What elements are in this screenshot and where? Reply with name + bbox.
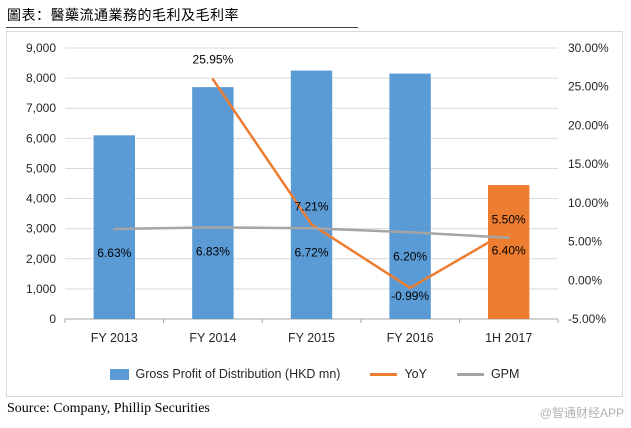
svg-text:25.95%: 25.95%: [193, 52, 234, 66]
legend-label-gpm: GPM: [490, 367, 520, 381]
chart-container: 0 1,000 2,000 3,000 4,000 5,000 6,000 7,000 8,00…: [6, 31, 623, 397]
legend-label-gross-profit: Gross Profit of Distribution (HKD mn): [135, 367, 341, 381]
legend-item-gross-profit: Gross Profit of Distribution (HKD mn): [109, 367, 341, 381]
svg-text:10.00%: 10.00%: [568, 196, 609, 210]
x-axis-category-labels: FY 2013 FY 2014 FY 2015 FY 2016 1H 2017: [91, 331, 533, 345]
svg-text:6.72%: 6.72%: [294, 245, 328, 259]
bar-series: [93, 70, 530, 319]
right-axis-labels: -5.00% 0.00% 5.00% 10.00% 15.00% 20.00% 25.00%…: [568, 41, 609, 326]
chart-legend: Gross Profit of Distribution (HKD mn) Yo…: [7, 354, 622, 394]
svg-text:FY 2014: FY 2014: [189, 331, 236, 345]
svg-text:5.00%: 5.00%: [568, 235, 602, 249]
svg-text:6.83%: 6.83%: [196, 244, 230, 258]
svg-text:-0.99%: -0.99%: [391, 289, 429, 303]
svg-text:30.00%: 30.00%: [568, 41, 609, 55]
legend-item-gpm: GPM: [456, 367, 520, 381]
svg-text:0: 0: [49, 312, 56, 326]
svg-text:2,000: 2,000: [26, 252, 56, 266]
svg-text:-5.00%: -5.00%: [568, 312, 606, 326]
svg-text:5,000: 5,000: [26, 161, 56, 175]
data-labels-yoy: 25.95% 7.21% -0.99% 6.40%: [193, 52, 526, 303]
svg-text:3,000: 3,000: [26, 222, 56, 236]
svg-text:8,000: 8,000: [26, 71, 56, 85]
svg-text:7.21%: 7.21%: [294, 199, 328, 213]
legend-item-yoy: YoY: [370, 367, 427, 381]
x-axis-ticks: [64, 319, 559, 323]
svg-text:0.00%: 0.00%: [568, 273, 602, 287]
svg-text:15.00%: 15.00%: [568, 157, 609, 171]
bar-fy-2015: [290, 70, 333, 319]
svg-text:6.63%: 6.63%: [97, 246, 131, 260]
combo-chart: 0 1,000 2,000 3,000 4,000 5,000 6,000 7,000 8,00…: [26, 41, 609, 345]
svg-text:4,000: 4,000: [26, 192, 56, 206]
svg-text:FY 2015: FY 2015: [288, 331, 335, 345]
legend-label-yoy: YoY: [404, 367, 427, 381]
bar-fy-2014: [192, 87, 234, 319]
svg-text:9,000: 9,000: [26, 41, 56, 55]
bar-1h-2017: [487, 185, 530, 319]
figure-title: 圖表：醫藥流通業務的毛利及毛利率: [7, 7, 239, 23]
svg-text:25.00%: 25.00%: [568, 80, 609, 94]
svg-text:6.20%: 6.20%: [393, 249, 427, 263]
title-underline: [6, 27, 358, 28]
svg-text:FY 2013: FY 2013: [91, 331, 138, 345]
svg-text:6,000: 6,000: [26, 131, 56, 145]
svg-text:7,000: 7,000: [26, 101, 56, 115]
svg-text:1H 2017: 1H 2017: [485, 331, 532, 345]
line-series-gpm: [113, 226, 510, 239]
svg-text:20.00%: 20.00%: [568, 118, 609, 132]
data-labels-gpm: 6.63% 6.83% 6.72% 6.20% 5.50%: [97, 213, 526, 264]
watermark: @智通财经APP: [539, 406, 624, 420]
svg-text:1,000: 1,000: [26, 282, 56, 296]
left-axis-labels: 0 1,000 2,000 3,000 4,000 5,000 6,000 7,000 8,00…: [26, 41, 56, 326]
line-series-yoy: [211, 78, 510, 290]
gpm-line-swatch: [456, 372, 484, 376]
bar-fy-2016: [389, 73, 431, 319]
yoy-line-swatch: [370, 372, 398, 376]
svg-text:5.50%: 5.50%: [492, 213, 526, 227]
svg-text:FY 2016: FY 2016: [387, 331, 434, 345]
source-note: Source: Company, Phillip Securities: [7, 401, 210, 416]
bar-fy-2013: [93, 135, 136, 319]
bar-legend-swatch: [109, 368, 129, 380]
svg-text:6.40%: 6.40%: [492, 244, 526, 258]
